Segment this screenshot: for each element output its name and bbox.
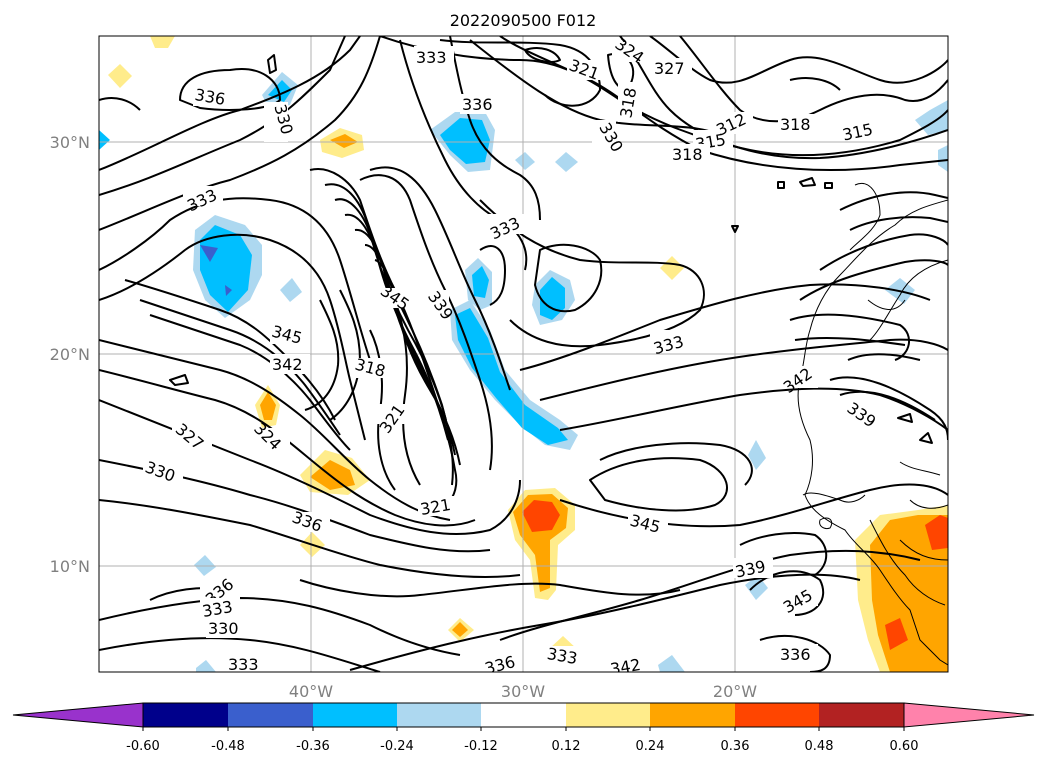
- colorbar-tick-label: -0.24: [380, 739, 414, 754]
- contour-label: 333: [228, 655, 259, 674]
- contour-label: 342: [609, 655, 642, 679]
- map-frame: [98, 35, 949, 673]
- lat-label-20n: 20°N: [50, 345, 90, 364]
- lat-label-30n: 30°N: [50, 133, 90, 152]
- contour-label: 318: [780, 115, 811, 134]
- colorbar: -0.60 -0.48 -0.36 -0.24 -0.12 0.12 0.24 …: [12, 702, 1035, 754]
- colorbar-tick-label: 0.36: [721, 739, 750, 754]
- colorbar-tick-label: 0.48: [805, 739, 834, 754]
- plot-area: 333 336 330 333 336 324 327 321 330 318 …: [99, 36, 948, 679]
- colorbar-tick-label: -0.60: [126, 739, 160, 754]
- colorbar-extend-min: [12, 702, 144, 728]
- contour-label: 327: [654, 59, 685, 78]
- lon-label-40w: 40°W: [289, 682, 333, 701]
- colorbar-extend-max: [903, 702, 1035, 728]
- coastline: [797, 182, 948, 666]
- contour-label: 336: [462, 95, 493, 114]
- lon-label-30w: 30°W: [501, 682, 545, 701]
- contour-labels: 333 336 330 333 336 324 327 321 330 318 …: [143, 36, 884, 679]
- contour-label: 336: [780, 645, 811, 664]
- contour-label: 342: [272, 355, 303, 374]
- contour-label: 336: [483, 652, 517, 678]
- colorbar-tick-label: -0.48: [211, 739, 245, 754]
- contour-label: 318: [672, 145, 703, 164]
- contour-label: 333: [416, 48, 447, 67]
- grid-lines: [99, 36, 948, 672]
- chart-title: 2022090500 F012: [450, 11, 597, 30]
- colorbar-tick-label: -0.12: [464, 739, 498, 754]
- colorbar-tick-label: -0.36: [296, 739, 330, 754]
- colorbar-tick-label: 0.12: [552, 739, 581, 754]
- contour-label: 330: [208, 619, 239, 638]
- lon-label-20w: 20°W: [713, 682, 757, 701]
- colorbar-tick-label: 0.60: [890, 739, 919, 754]
- lat-label-10n: 10°N: [50, 557, 90, 576]
- colorbar-tick-label: 0.24: [636, 739, 665, 754]
